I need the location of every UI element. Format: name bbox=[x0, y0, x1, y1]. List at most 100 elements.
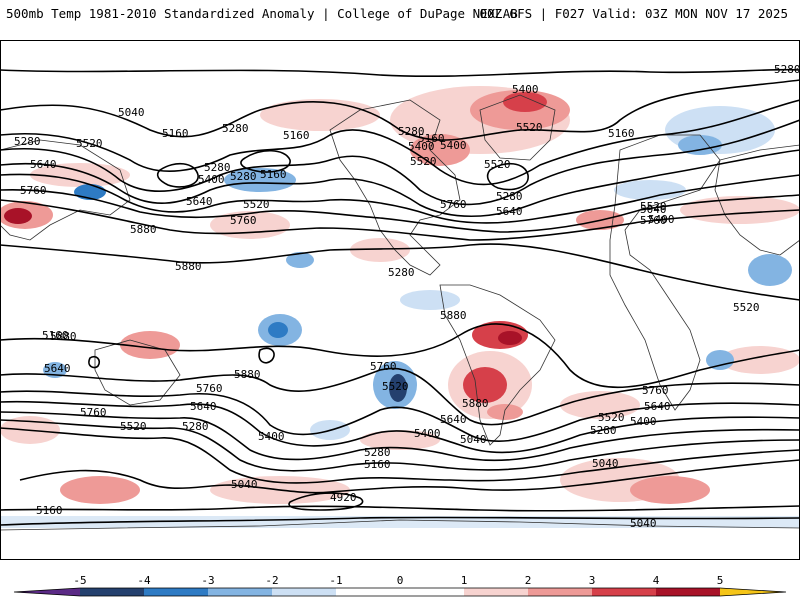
contour-label: 5760 bbox=[20, 184, 47, 197]
contour-label: 5880 bbox=[440, 309, 467, 322]
contour-5280 bbox=[0, 119, 800, 206]
colorbar-tick: 3 bbox=[589, 574, 596, 587]
colorbar-tick: 4 bbox=[653, 574, 660, 587]
colorbar-swatch bbox=[144, 588, 208, 596]
anomaly-blob bbox=[498, 331, 522, 345]
contour-label: 5280 bbox=[398, 125, 425, 138]
contour-label: 5760 bbox=[642, 384, 669, 397]
coastline-australia bbox=[94, 339, 181, 406]
contour-label: 5280 bbox=[230, 170, 257, 183]
colorbar-ticks: -5 -4 -3 -2 -1 0 1 2 3 4 5 bbox=[73, 574, 723, 587]
contour-label: 5760 bbox=[196, 382, 223, 395]
closed-contour bbox=[486, 162, 529, 191]
closed-contour bbox=[258, 347, 275, 364]
contour-label: 5520 bbox=[243, 198, 270, 211]
contour-5040-polar bbox=[0, 516, 800, 526]
contour-label: 5040 bbox=[460, 433, 487, 446]
contour-label: 5400 bbox=[512, 83, 539, 96]
contour-5280-north bbox=[0, 68, 800, 78]
colorbar-swatch bbox=[720, 588, 786, 596]
anomaly-blob bbox=[120, 331, 180, 359]
contour-label: 5160 bbox=[608, 127, 635, 140]
anomaly-blob bbox=[60, 476, 140, 504]
contour-5400-south bbox=[0, 411, 800, 462]
colorbar-swatch bbox=[208, 588, 272, 596]
colorbar-swatch bbox=[464, 588, 528, 596]
contour-label: 5040 bbox=[118, 106, 145, 119]
contour-5880-south bbox=[0, 323, 800, 389]
colorbar: -5 -4 -3 -2 -1 0 1 2 3 4 5 bbox=[13, 574, 787, 597]
coastline-europe-africa bbox=[609, 134, 721, 411]
contour-label: 5400 bbox=[198, 173, 225, 186]
contour-label: 5520 bbox=[640, 200, 667, 213]
contour-label: 5880 bbox=[234, 368, 261, 381]
anomaly-blob bbox=[748, 254, 792, 286]
contour-label: 5280 bbox=[388, 266, 415, 279]
contour-label: 5400 bbox=[408, 140, 435, 153]
contour-label: 4920 bbox=[330, 491, 357, 504]
contour-5760 bbox=[0, 199, 800, 241]
anomaly-blob bbox=[268, 322, 288, 338]
anomaly-blob bbox=[210, 211, 290, 239]
contour-5520 bbox=[0, 173, 800, 224]
contour-label: 5160 bbox=[36, 504, 63, 517]
contour-label: 5040 bbox=[592, 457, 619, 470]
contour-label: 5760 bbox=[230, 214, 257, 227]
header: 500mb Temp 1981-2010 Standardized Anomal… bbox=[0, 0, 800, 40]
anomaly-blob bbox=[360, 430, 440, 450]
coastline-asia-west bbox=[0, 139, 131, 241]
contour-label: 5520 bbox=[516, 121, 543, 134]
contour-label: 5880 bbox=[50, 330, 77, 343]
contour-5760-south bbox=[0, 367, 800, 426]
colorbar-swatch bbox=[80, 588, 144, 596]
closed-contour bbox=[240, 149, 291, 173]
contour-5160-polar bbox=[0, 505, 800, 512]
colorbar-tick: 5 bbox=[717, 574, 724, 587]
contour-5880-north bbox=[0, 243, 800, 301]
anomaly-blob bbox=[400, 290, 460, 310]
colorbar-tick: 2 bbox=[525, 574, 532, 587]
contour-label: 5400 bbox=[630, 415, 657, 428]
contour-label: 5880 bbox=[462, 397, 489, 410]
contour-5040-north bbox=[0, 79, 800, 141]
contour-label: 5640 bbox=[440, 413, 467, 426]
anomaly-shading bbox=[0, 86, 800, 528]
anomaly-blob bbox=[410, 134, 470, 166]
colorbar-swatch bbox=[528, 588, 592, 596]
contour-label: 5400 bbox=[648, 213, 675, 226]
contour-label: 5160 bbox=[162, 127, 189, 140]
contour-5040-south bbox=[19, 459, 800, 494]
colorbar-swatch bbox=[400, 588, 464, 596]
colorbar-swatches bbox=[13, 587, 787, 597]
contour-label: 5400 bbox=[414, 427, 441, 440]
contour-label: 5520 bbox=[733, 301, 760, 314]
closed-contour bbox=[88, 355, 101, 369]
anomaly-map[interactable]: 5280 5040 5160 5280 5160 5520 5640 5760 … bbox=[0, 40, 800, 560]
height-contours bbox=[0, 68, 800, 526]
colorbar-swatch bbox=[272, 588, 336, 596]
contour-label: 5280 bbox=[364, 446, 391, 459]
contour-4920 bbox=[288, 492, 364, 511]
contour-label: 5040 bbox=[630, 517, 657, 530]
coastline-asia bbox=[714, 144, 800, 256]
contour-label: 5160 bbox=[283, 129, 310, 142]
contour-label: 5400 bbox=[440, 139, 467, 152]
contour-label: 5160 bbox=[364, 458, 391, 471]
contour-5280-south bbox=[0, 419, 800, 472]
contour-label: 5280 bbox=[182, 420, 209, 433]
map-title: 500mb Temp 1981-2010 Standardized Anomal… bbox=[6, 6, 518, 21]
anomaly-blob bbox=[630, 476, 710, 504]
contour-5640-south bbox=[0, 390, 800, 442]
contour-5640 bbox=[0, 188, 800, 233]
contour-5400 bbox=[0, 149, 800, 217]
contour-label: 5760 bbox=[370, 360, 397, 373]
coastline-antarctica bbox=[0, 519, 800, 531]
contour-label: 5520 bbox=[382, 380, 409, 393]
colorbar-tick: -2 bbox=[265, 574, 278, 587]
contour-label: 5040 bbox=[640, 203, 667, 216]
anomaly-blob bbox=[678, 135, 722, 155]
contour-label: 5520 bbox=[410, 155, 437, 168]
contour-label: 5640 bbox=[30, 158, 57, 171]
contour-label: 5640 bbox=[44, 362, 71, 375]
contour-label: 5280 bbox=[222, 122, 249, 135]
